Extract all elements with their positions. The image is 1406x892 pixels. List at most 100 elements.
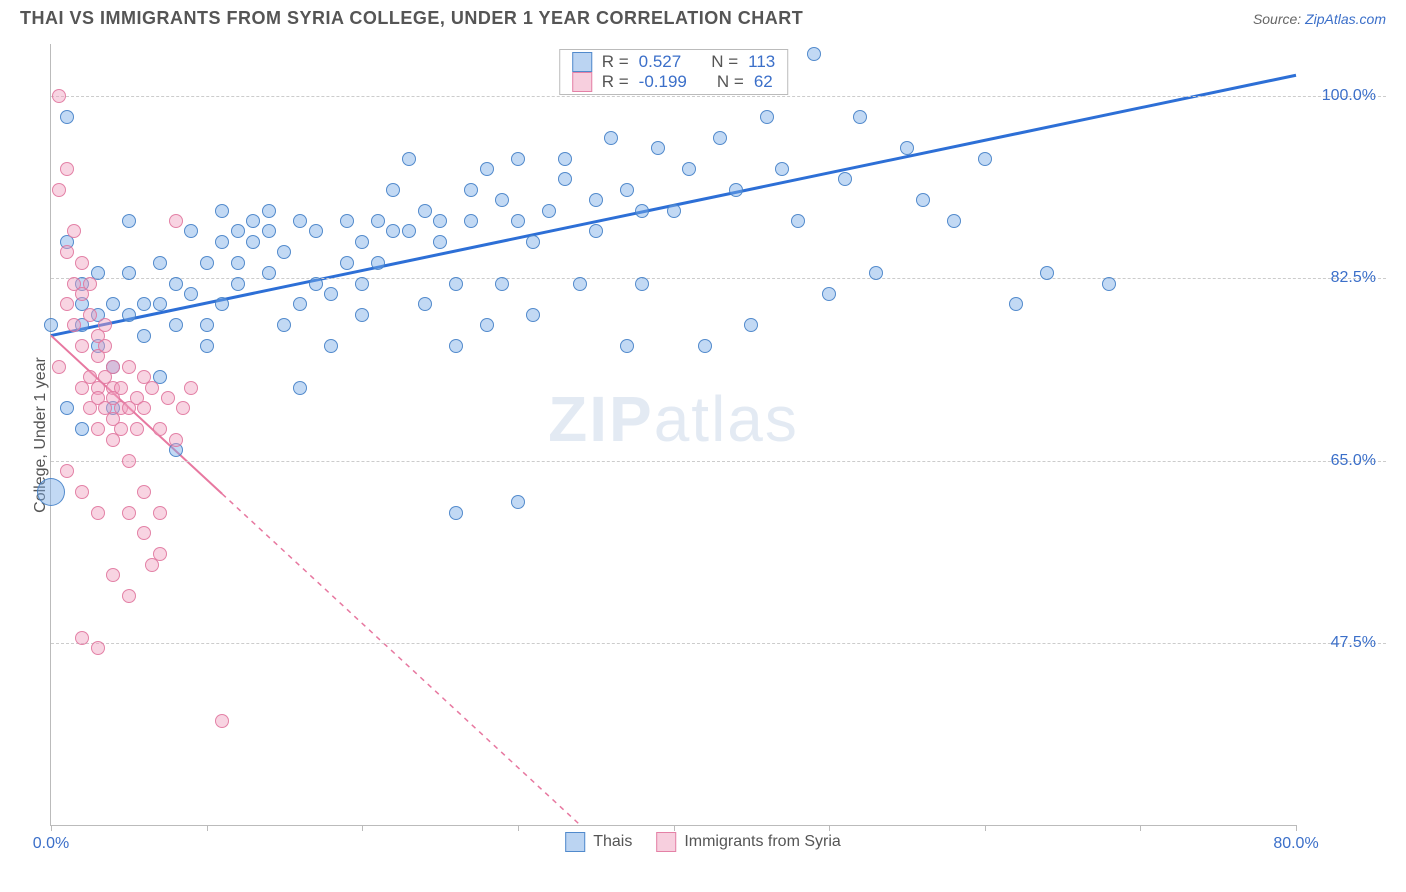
data-point — [75, 339, 89, 353]
data-point — [449, 506, 463, 520]
data-point — [161, 391, 175, 405]
data-point — [184, 381, 198, 395]
data-point — [91, 422, 105, 436]
data-point — [464, 214, 478, 228]
data-point — [75, 256, 89, 270]
data-point — [91, 506, 105, 520]
data-point — [52, 89, 66, 103]
data-point — [231, 277, 245, 291]
data-point — [449, 339, 463, 353]
data-point — [511, 495, 525, 509]
data-point — [137, 297, 151, 311]
y-tick-label: 100.0% — [1322, 87, 1376, 105]
data-point — [418, 204, 432, 218]
data-point — [558, 172, 572, 186]
n-value: 62 — [754, 72, 773, 92]
legend-swatch — [572, 52, 592, 72]
chart-area: College, Under 1 year ZIPatlas R =0.527N… — [20, 44, 1386, 856]
r-label: R = — [602, 72, 629, 92]
data-point — [262, 204, 276, 218]
data-point — [169, 277, 183, 291]
data-point — [122, 360, 136, 374]
trend-lines — [51, 44, 1296, 825]
data-point — [215, 714, 229, 728]
legend-item: Immigrants from Syria — [656, 832, 840, 852]
data-point — [231, 256, 245, 270]
data-point — [947, 214, 961, 228]
data-point — [75, 422, 89, 436]
x-tick — [985, 825, 986, 831]
data-point — [635, 204, 649, 218]
data-point — [137, 329, 151, 343]
data-point — [83, 277, 97, 291]
data-point — [371, 256, 385, 270]
data-point — [37, 478, 65, 506]
data-point — [44, 318, 58, 332]
x-tick — [674, 825, 675, 831]
data-point — [1102, 277, 1116, 291]
data-point — [449, 277, 463, 291]
data-point — [1009, 297, 1023, 311]
data-point — [122, 589, 136, 603]
data-point — [153, 422, 167, 436]
data-point — [698, 339, 712, 353]
series-legend: Thais Immigrants from Syria — [565, 832, 841, 852]
data-point — [98, 318, 112, 332]
data-point — [620, 339, 634, 353]
legend-swatch — [565, 832, 585, 852]
data-point — [60, 110, 74, 124]
data-point — [91, 641, 105, 655]
x-tick — [1140, 825, 1141, 831]
data-point — [729, 183, 743, 197]
data-point — [200, 339, 214, 353]
data-point — [75, 631, 89, 645]
data-point — [682, 162, 696, 176]
source-link[interactable]: ZipAtlas.com — [1305, 11, 1386, 27]
data-point — [386, 224, 400, 238]
data-point — [853, 110, 867, 124]
data-point — [869, 266, 883, 280]
data-point — [340, 214, 354, 228]
n-value: 113 — [748, 52, 775, 72]
data-point — [293, 381, 307, 395]
watermark: ZIPatlas — [548, 382, 799, 456]
data-point — [495, 277, 509, 291]
data-point — [542, 204, 556, 218]
data-point — [52, 183, 66, 197]
data-point — [464, 183, 478, 197]
data-point — [760, 110, 774, 124]
plot-region: College, Under 1 year ZIPatlas R =0.527N… — [50, 44, 1296, 826]
gridline-h — [51, 96, 1386, 97]
data-point — [67, 318, 81, 332]
data-point — [900, 141, 914, 155]
data-point — [153, 256, 167, 270]
y-tick-label: 65.0% — [1331, 452, 1376, 470]
data-point — [215, 204, 229, 218]
data-point — [480, 162, 494, 176]
data-point — [200, 318, 214, 332]
data-point — [215, 297, 229, 311]
data-point — [433, 235, 447, 249]
data-point — [169, 214, 183, 228]
n-label: N = — [711, 52, 738, 72]
data-point — [83, 308, 97, 322]
data-point — [137, 401, 151, 415]
x-tick — [362, 825, 363, 831]
data-point — [589, 193, 603, 207]
gridline-h — [51, 278, 1386, 279]
r-value: 0.527 — [639, 52, 682, 72]
y-tick-label: 82.5% — [1331, 269, 1376, 287]
legend-label: Thais — [593, 833, 632, 851]
data-point — [60, 401, 74, 415]
data-point — [635, 277, 649, 291]
data-point — [667, 204, 681, 218]
x-tick — [51, 825, 52, 831]
data-point — [1040, 266, 1054, 280]
gridline-h — [51, 461, 1386, 462]
data-point — [122, 266, 136, 280]
data-point — [60, 162, 74, 176]
data-point — [169, 433, 183, 447]
data-point — [324, 339, 338, 353]
data-point — [60, 245, 74, 259]
data-point — [355, 308, 369, 322]
